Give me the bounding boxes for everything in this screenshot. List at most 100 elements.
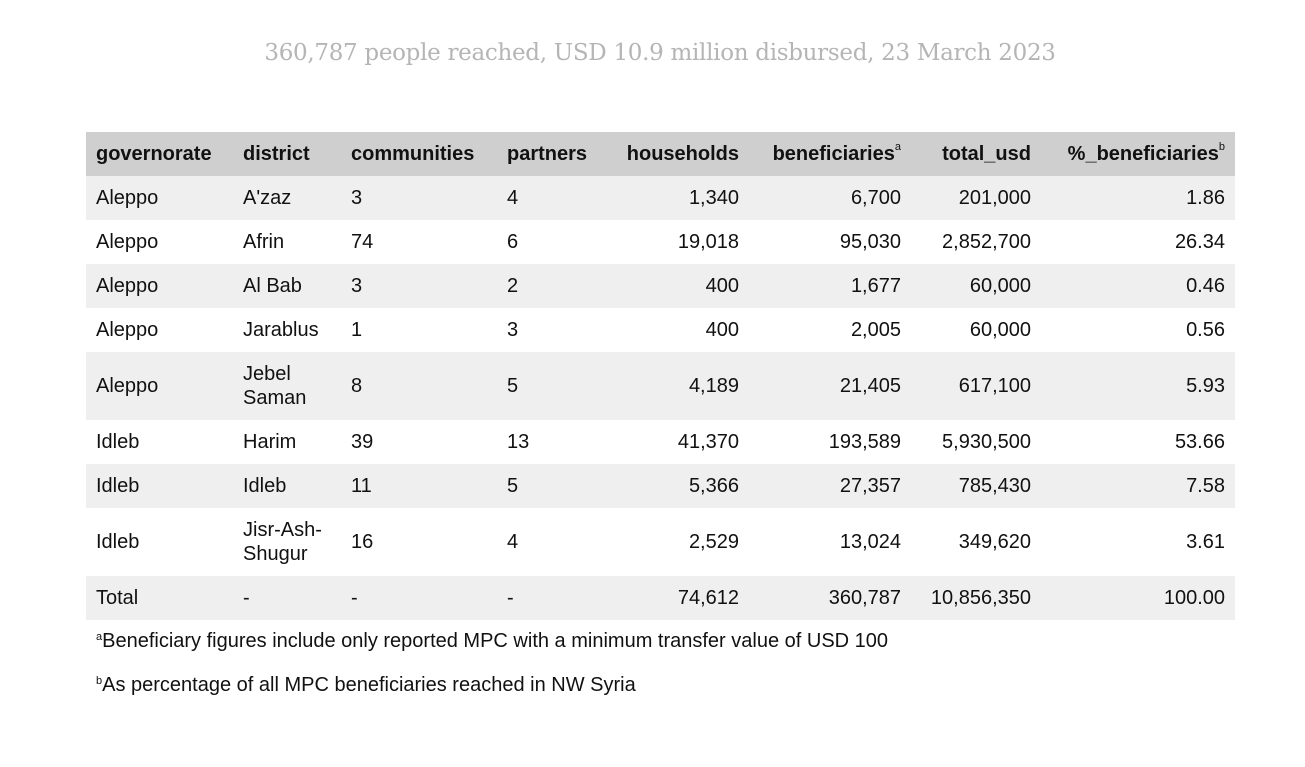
table-row: Aleppo Jarablus 1 3 400 2,005 60,000 0.5… [86, 308, 1235, 352]
cell-households: 400 [605, 308, 749, 352]
cell-households: 41,370 [605, 420, 749, 464]
header-partners: partners [497, 132, 605, 176]
footnote-a-text: Beneficiary figures include only reporte… [102, 630, 889, 652]
cell-beneficiaries: 6,700 [749, 176, 911, 220]
cell-governorate: Aleppo [86, 264, 233, 308]
table-subtitle: 360,787 people reached, USD 10.9 million… [264, 40, 1056, 66]
cell-district: Al Bab [233, 264, 341, 308]
footnote-a: aBeneficiary figures include only report… [96, 630, 888, 653]
cell-households: 2,529 [605, 508, 749, 576]
cell-beneficiaries: 2,005 [749, 308, 911, 352]
cell-beneficiaries: 27,357 [749, 464, 911, 508]
cell-beneficiaries: 1,677 [749, 264, 911, 308]
cell-pct-beneficiaries: 0.56 [1041, 308, 1235, 352]
cell-communities: 3 [341, 264, 497, 308]
cell-communities: 3 [341, 176, 497, 220]
table-row: Idleb Jisr-Ash-Shugur 16 4 2,529 13,024 … [86, 508, 1235, 576]
cell-communities: 39 [341, 420, 497, 464]
cell-households: 4,189 [605, 352, 749, 420]
cell-pct-beneficiaries: 0.46 [1041, 264, 1235, 308]
cell-communities: 11 [341, 464, 497, 508]
cell-pct-beneficiaries: 100.00 [1041, 576, 1235, 620]
cell-communities: 16 [341, 508, 497, 576]
footnote-b: bAs percentage of all MPC beneficiaries … [96, 674, 636, 697]
cell-total-usd: 349,620 [911, 508, 1041, 576]
footnote-b-text: As percentage of all MPC beneficiaries r… [102, 674, 636, 696]
cell-beneficiaries: 360,787 [749, 576, 911, 620]
cell-governorate: Idleb [86, 508, 233, 576]
cell-total-usd: 2,852,700 [911, 220, 1041, 264]
footnote-a-mark: a [96, 631, 103, 643]
cell-governorate: Aleppo [86, 352, 233, 420]
cell-communities: 1 [341, 308, 497, 352]
cell-beneficiaries: 13,024 [749, 508, 911, 576]
cell-partners: 2 [497, 264, 605, 308]
table-row: Aleppo A'zaz 3 4 1,340 6,700 201,000 1.8… [86, 176, 1235, 220]
cell-partners: 4 [497, 176, 605, 220]
cell-district: Jebel Saman [233, 352, 341, 420]
cell-households: 19,018 [605, 220, 749, 264]
cell-governorate: Aleppo [86, 176, 233, 220]
header-pct-beneficiaries: %_beneficiariesb [1041, 132, 1235, 176]
cell-total-usd: 5,930,500 [911, 420, 1041, 464]
cell-pct-beneficiaries: 53.66 [1041, 420, 1235, 464]
cell-total-usd: 201,000 [911, 176, 1041, 220]
cell-communities: 74 [341, 220, 497, 264]
cell-communities: 8 [341, 352, 497, 420]
table-row: Idleb Harim 39 13 41,370 193,589 5,930,5… [86, 420, 1235, 464]
cell-partners: 6 [497, 220, 605, 264]
total-label: Total [86, 576, 233, 620]
header-communities: communities [341, 132, 497, 176]
cell-total-usd: 60,000 [911, 264, 1041, 308]
footnote-mark-a: a [894, 140, 901, 153]
cell-pct-beneficiaries: 26.34 [1041, 220, 1235, 264]
cell-governorate: Aleppo [86, 220, 233, 264]
header-total-usd: total_usd [911, 132, 1041, 176]
cell-district: Jisr-Ash-Shugur [233, 508, 341, 576]
cell-households: 1,340 [605, 176, 749, 220]
cell-communities: - [341, 576, 497, 620]
table-row: Aleppo Afrin 74 6 19,018 95,030 2,852,70… [86, 220, 1235, 264]
cell-partners: 5 [497, 464, 605, 508]
cell-district: Afrin [233, 220, 341, 264]
cell-governorate: Idleb [86, 420, 233, 464]
cell-partners: 4 [497, 508, 605, 576]
total-row: Total - - - 74,612 360,787 10,856,350 10… [86, 576, 1235, 620]
header-beneficiaries: beneficiariesa [749, 132, 911, 176]
header-households: households [605, 132, 749, 176]
cell-beneficiaries: 193,589 [749, 420, 911, 464]
cell-total-usd: 617,100 [911, 352, 1041, 420]
cell-pct-beneficiaries: 1.86 [1041, 176, 1235, 220]
cell-total-usd: 60,000 [911, 308, 1041, 352]
cell-governorate: Aleppo [86, 308, 233, 352]
cell-district: Jarablus [233, 308, 341, 352]
footnote-b-mark: b [96, 675, 103, 687]
cell-pct-beneficiaries: 7.58 [1041, 464, 1235, 508]
header-district: district [233, 132, 341, 176]
cell-pct-beneficiaries: 5.93 [1041, 352, 1235, 420]
cell-total-usd: 785,430 [911, 464, 1041, 508]
cell-pct-beneficiaries: 3.61 [1041, 508, 1235, 576]
data-table: governorate district communities partner… [86, 132, 1235, 620]
cell-district: A'zaz [233, 176, 341, 220]
cell-households: 400 [605, 264, 749, 308]
cell-partners: 3 [497, 308, 605, 352]
cell-partners: - [497, 576, 605, 620]
table-row: Aleppo Jebel Saman 8 5 4,189 21,405 617,… [86, 352, 1235, 420]
cell-partners: 5 [497, 352, 605, 420]
header-row: governorate district communities partner… [86, 132, 1235, 176]
footnote-mark-b: b [1218, 140, 1225, 153]
cell-total-usd: 10,856,350 [911, 576, 1041, 620]
cell-households: 74,612 [605, 576, 749, 620]
cell-district: Harim [233, 420, 341, 464]
table-row: Idleb Idleb 11 5 5,366 27,357 785,430 7.… [86, 464, 1235, 508]
cell-beneficiaries: 95,030 [749, 220, 911, 264]
cell-households: 5,366 [605, 464, 749, 508]
cell-district: - [233, 576, 341, 620]
header-governorate: governorate [86, 132, 233, 176]
cell-governorate: Idleb [86, 464, 233, 508]
cell-partners: 13 [497, 420, 605, 464]
cell-beneficiaries: 21,405 [749, 352, 911, 420]
cell-district: Idleb [233, 464, 341, 508]
